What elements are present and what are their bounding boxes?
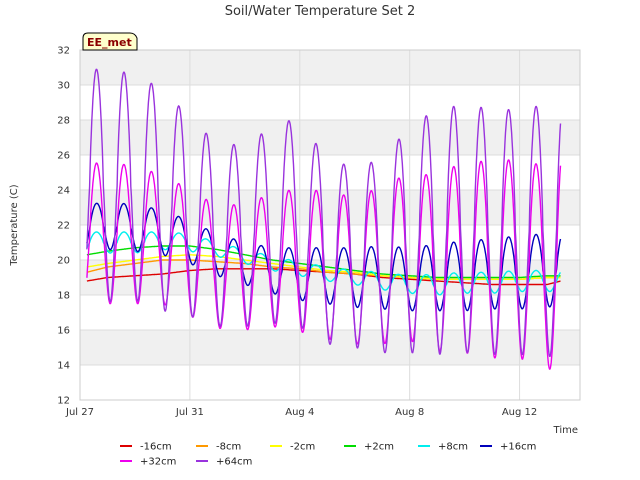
legend-label: +64cm bbox=[216, 457, 252, 468]
x-tick-label: Jul 31 bbox=[175, 407, 204, 418]
y-tick-label: 16 bbox=[57, 326, 70, 337]
y-tick-label: 32 bbox=[57, 46, 70, 57]
plot-band bbox=[80, 225, 580, 260]
legend-label: +32cm bbox=[140, 457, 176, 468]
y-tick-label: 22 bbox=[57, 221, 70, 232]
plot-band bbox=[80, 295, 580, 330]
x-tick-label: Aug 8 bbox=[395, 407, 424, 418]
x-tick-label: Aug 4 bbox=[285, 407, 314, 418]
y-axis-ticks: 12 14 16 18 20 22 24 26 28 30 32 bbox=[57, 46, 70, 407]
y-tick-label: 28 bbox=[57, 116, 70, 127]
plot-band bbox=[80, 120, 580, 155]
x-axis-label: Time bbox=[553, 425, 578, 436]
legend-label: -2cm bbox=[290, 442, 315, 453]
legend-label: +2cm bbox=[364, 442, 394, 453]
x-tick-label: Jul 27 bbox=[65, 407, 94, 418]
chart-title: Soil/Water Temperature Set 2 bbox=[225, 4, 416, 19]
legend-label: +8cm bbox=[438, 442, 468, 453]
y-tick-label: 30 bbox=[57, 81, 70, 92]
legend: -16cm -8cm -2cm +2cm +8cm +16cm +32cm +64cm bbox=[120, 442, 536, 468]
plot-band bbox=[80, 85, 580, 120]
plot-band bbox=[80, 365, 580, 400]
plot-band bbox=[80, 330, 580, 365]
legend-label: -8cm bbox=[216, 442, 241, 453]
y-tick-label: 12 bbox=[57, 396, 70, 407]
plot-band bbox=[80, 155, 580, 190]
y-tick-label: 20 bbox=[57, 256, 70, 267]
y-tick-label: 14 bbox=[57, 361, 70, 372]
series-line bbox=[86, 68, 562, 357]
legend-label: -16cm bbox=[140, 442, 172, 453]
legend-label: +16cm bbox=[500, 442, 536, 453]
y-tick-label: 18 bbox=[57, 291, 70, 302]
y-tick-label: 26 bbox=[57, 151, 70, 162]
series-lines bbox=[86, 68, 562, 370]
y-tick-label: 24 bbox=[57, 186, 70, 197]
y-axis-label: Temperature (C) bbox=[9, 184, 20, 266]
plot-band bbox=[80, 50, 580, 85]
station-badge-label: EE_met bbox=[87, 36, 132, 49]
station-badge: EE_met bbox=[82, 32, 138, 51]
x-axis-ticks: Jul 27 Jul 31 Aug 4 Aug 8 Aug 12 bbox=[65, 407, 537, 418]
plot-band bbox=[80, 190, 580, 225]
x-tick-label: Aug 12 bbox=[502, 407, 537, 418]
plot-frame bbox=[79, 49, 581, 401]
